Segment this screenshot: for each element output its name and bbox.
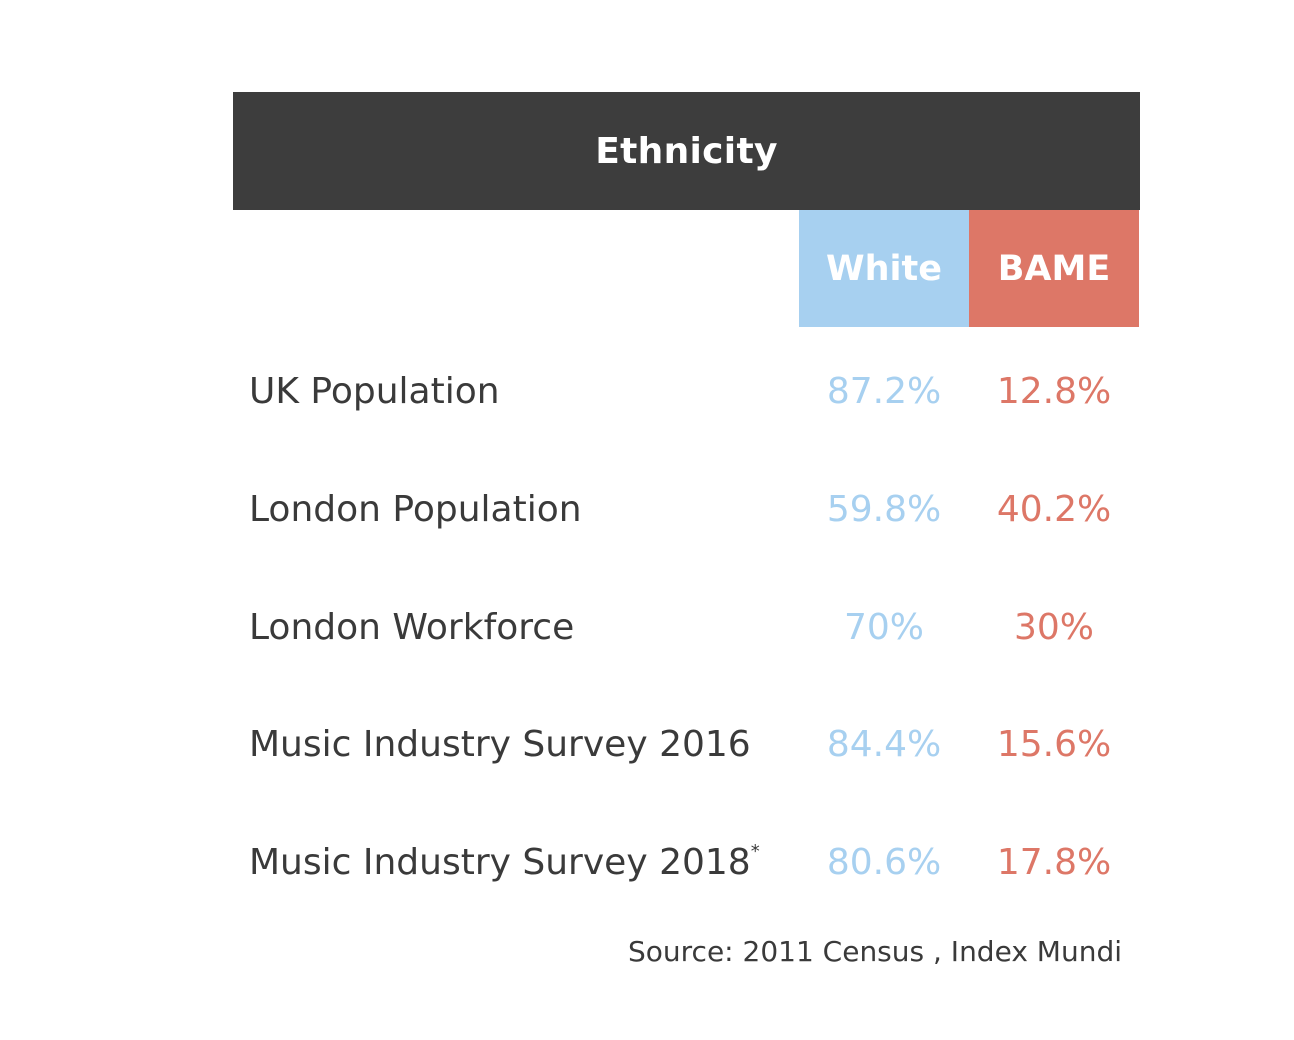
white-value: 59.8% (826, 489, 942, 530)
bame-value: 15.6% (996, 724, 1112, 765)
table-row-music-survey-2016: Music Industry Survey 2016 84.4% 15.6% (0, 710, 1294, 780)
row-label: Music Industry Survey 2018* (249, 841, 760, 883)
table-row-london-workforce: London Workforce 70% 30% (0, 593, 1294, 663)
bame-value: 30% (1013, 607, 1094, 648)
row-label: London Workforce (249, 607, 575, 648)
table-row-music-survey-2018: Music Industry Survey 2018* 80.6% 17.8% (0, 828, 1294, 898)
white-value: 70% (843, 607, 924, 648)
table-row-london-population: London Population 59.8% 40.2% (0, 475, 1294, 545)
source-note: Source: 2011 Census , Index Mundi (628, 935, 1122, 968)
row-label: Music Industry Survey 2016 (249, 724, 751, 765)
row-label: UK Population (249, 371, 500, 412)
row-label: London Population (249, 489, 582, 530)
bame-value: 40.2% (996, 489, 1112, 530)
table-title: Ethnicity (595, 130, 778, 172)
footnote-marker: * (750, 841, 760, 862)
column-header-bame: BAME (969, 210, 1139, 327)
bame-value: 17.8% (996, 842, 1112, 883)
white-value: 84.4% (826, 724, 942, 765)
table-row-uk-population: UK Population 87.2% 12.8% (0, 357, 1294, 427)
white-value: 87.2% (826, 371, 942, 412)
bame-value: 12.8% (996, 371, 1112, 412)
column-header-white: White (799, 210, 969, 327)
table-header-bar: Ethnicity (233, 92, 1140, 210)
white-value: 80.6% (826, 842, 942, 883)
